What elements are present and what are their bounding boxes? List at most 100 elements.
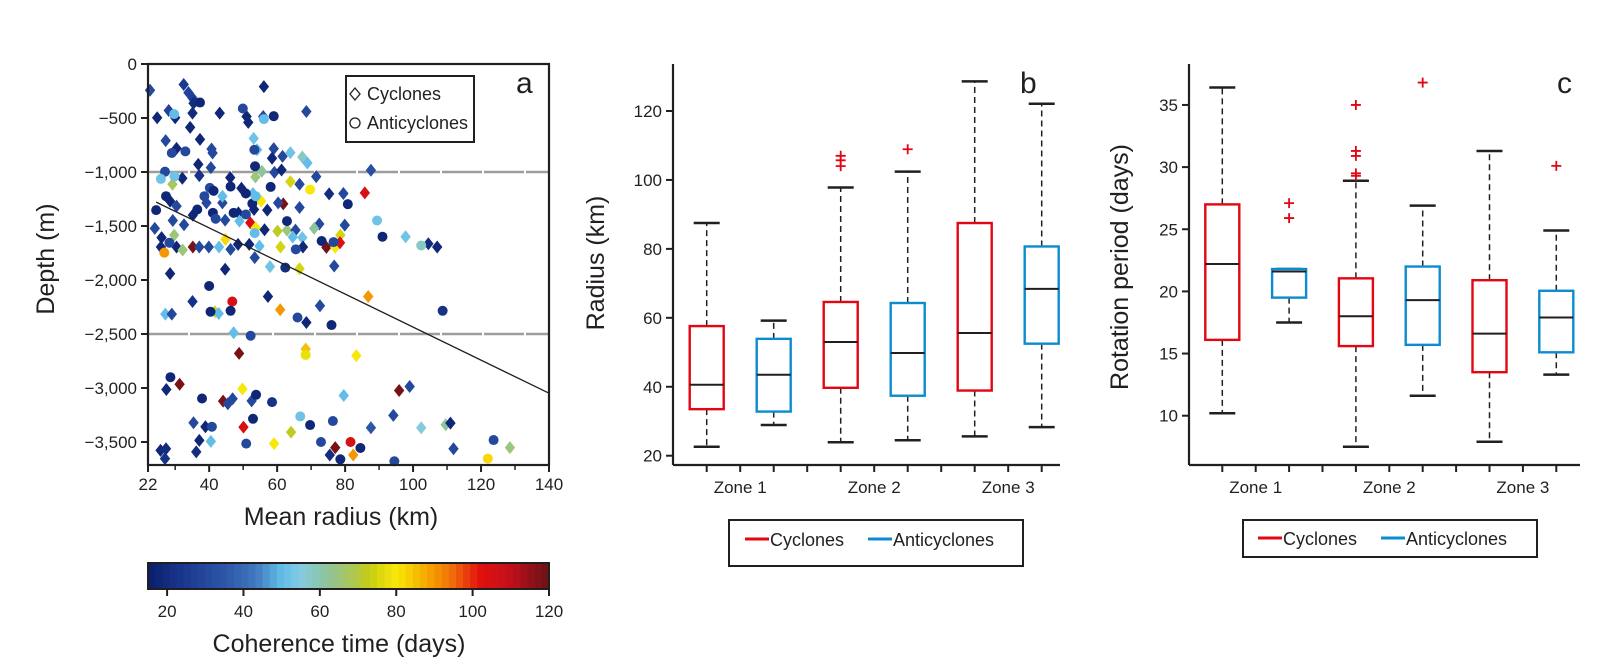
colorbar-cell <box>155 563 163 589</box>
cyclone-point <box>205 161 217 175</box>
anticyclone-point <box>300 349 311 360</box>
panel-b-boxplot: 20 40 60 80 100 120 Zone 1 Zone 2 Zone 3 Radius … <box>582 64 1060 567</box>
cyclone-point <box>285 175 296 189</box>
outlier-marker <box>902 144 913 155</box>
colorbar-tick-label: 60 <box>310 602 329 621</box>
colorbar-cell <box>470 563 478 589</box>
anticyclone-point <box>251 389 262 400</box>
colorbar-cell <box>398 563 407 589</box>
cyclone-point <box>219 213 231 227</box>
colorbar-cell <box>355 563 364 589</box>
cyclone-point <box>155 443 166 457</box>
colorbar-cell <box>384 563 393 589</box>
cyclone-point <box>281 223 293 237</box>
anticyclone-point <box>164 237 175 248</box>
cyclone-point <box>188 96 199 110</box>
scatter-points <box>144 78 516 467</box>
x-tick-label: 22 <box>139 475 158 494</box>
legend-label-anticyclones: Anticyclones <box>367 113 468 133</box>
colorbar-cell <box>334 563 342 589</box>
cyclone-point <box>160 307 171 321</box>
cyclone-point <box>193 157 204 171</box>
anticyclone-point <box>199 191 210 202</box>
anticyclone-point <box>192 204 203 215</box>
anticyclone-point <box>206 421 217 432</box>
plot-frame <box>146 62 551 467</box>
panel-letter: a <box>516 67 533 100</box>
cyclone-point <box>244 237 255 251</box>
anticyclone-point <box>169 171 180 182</box>
iqr-box <box>1538 289 1575 354</box>
colorbar-cell <box>341 563 350 589</box>
cyclone-point <box>144 83 156 97</box>
anticyclone-point <box>225 181 236 192</box>
y-tick-label: −1,000 <box>85 163 137 182</box>
panel-letter: b <box>1020 67 1037 100</box>
anticyclone-point <box>180 146 191 157</box>
anticyclone-point <box>488 435 499 446</box>
cyclone-point <box>187 294 198 308</box>
outlier-marker <box>835 150 846 161</box>
colorbar-cell <box>405 563 414 589</box>
cyclone-point <box>294 262 305 276</box>
cyclone-point <box>302 156 313 170</box>
cyclone-point <box>285 425 297 439</box>
anticyclone-point <box>335 454 346 465</box>
outlier-marker <box>1551 160 1562 171</box>
x-category-label: Zone 1 <box>714 478 767 497</box>
cyclone-point <box>222 397 234 411</box>
y-tick-label: 20 <box>1159 282 1178 301</box>
y-tick-label: −3,000 <box>85 379 137 398</box>
outlier-marker <box>1350 168 1361 179</box>
y-tick-label: −2,000 <box>85 271 137 290</box>
y-axis-title: Rotation period (days) <box>1106 144 1134 390</box>
colorbar-cell <box>498 563 507 589</box>
cyclone-point <box>274 303 286 317</box>
cyclone-point <box>225 242 236 256</box>
anticyclone-point <box>227 296 238 307</box>
box-cyclones-zone-3 <box>956 80 993 438</box>
legend-label-cyclones: Cyclones <box>1283 529 1357 549</box>
box-anticyclones-zone-3 <box>1023 102 1060 429</box>
y-axis-title: Radius (km) <box>582 196 610 331</box>
cyclone-point <box>217 189 228 203</box>
cyclone-point <box>194 240 205 254</box>
anticyclone-point <box>197 393 208 404</box>
legend: Cyclones Anticyclones <box>345 75 475 143</box>
cyclone-point <box>323 187 335 201</box>
cyclone-point <box>416 421 427 435</box>
cyclone-point <box>249 251 260 265</box>
cyclone-point <box>233 346 245 360</box>
outlier-marker <box>1417 77 1428 88</box>
iqr-box <box>1471 279 1508 374</box>
cyclone-point <box>311 170 322 184</box>
anticyclone-point <box>210 213 221 224</box>
y-tick-label: −1,500 <box>85 217 137 236</box>
x-category-label: Zone 3 <box>982 478 1035 497</box>
anticyclone-point <box>305 184 316 195</box>
y-tick-label: 0 <box>128 55 137 74</box>
box-cyclones-zone-2 <box>1337 99 1375 449</box>
cyclone-point <box>324 448 336 462</box>
colorbar-ticks: 20 40 60 80 100 120 <box>158 589 563 621</box>
iqr-box <box>1270 267 1308 299</box>
cyclone-point <box>404 379 415 393</box>
y-tick-label: −500 <box>99 109 137 128</box>
anticyclone-point <box>327 416 338 427</box>
colorbar-cell <box>455 563 464 589</box>
colorbar-cell <box>248 563 257 589</box>
cyclone-point <box>365 421 377 435</box>
cyclone-point <box>259 223 270 237</box>
colorbar-cell <box>262 563 271 589</box>
x-tick-label: 80 <box>336 475 355 494</box>
cyclone-point <box>217 394 229 408</box>
colorbar-cell <box>269 563 278 589</box>
colorbar-cell <box>534 563 543 589</box>
box-anticyclones-zone-2 <box>889 144 926 442</box>
cyclone-point <box>220 232 231 246</box>
cyclone-point <box>205 434 217 448</box>
panel-c-boxplot: 10 15 20 25 30 35 Zone 1 Zone 2 Zone 3 Rotation … <box>1106 64 1580 558</box>
cyclone-point <box>301 315 312 329</box>
box-cyclones-zone-1 <box>1204 86 1241 415</box>
cyclone-point <box>194 169 205 183</box>
